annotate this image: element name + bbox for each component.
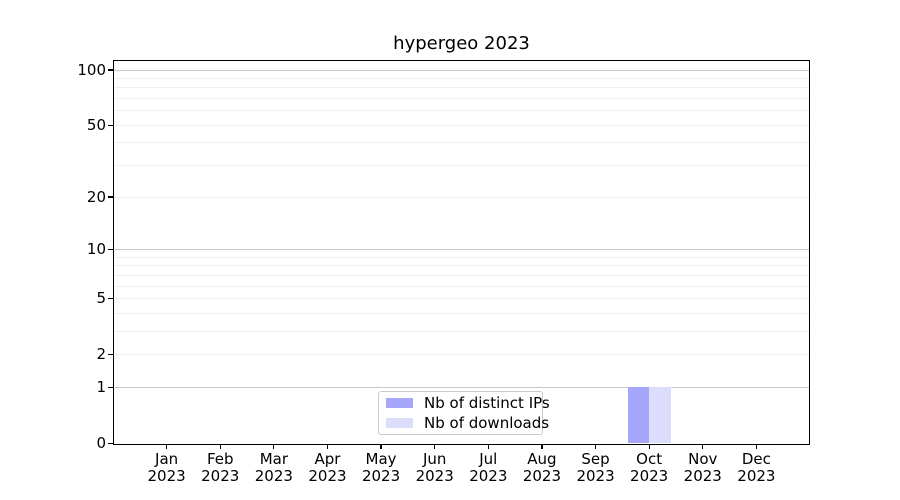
x-tick-label: Oct 2023 [617, 449, 681, 485]
x-tick-label: Dec 2023 [724, 449, 788, 485]
gridline-major [113, 386, 810, 388]
x-axis-tick [755, 444, 758, 450]
x-tick-label: Nov 2023 [671, 449, 735, 485]
x-tick-label-year: 2023 [576, 466, 615, 485]
y-axis-tick [108, 353, 113, 356]
gridline-minor [113, 124, 810, 126]
x-tick-label-month: Jul [479, 449, 498, 468]
x-tick-label-year: 2023 [308, 466, 347, 485]
x-tick-label: Jul 2023 [456, 449, 520, 485]
gridline-minor [113, 256, 810, 258]
y-tick-label: 5 [96, 288, 106, 307]
gridline-minor [113, 196, 810, 198]
y-tick-label: 2 [96, 345, 106, 364]
gridline-minor [113, 77, 810, 79]
x-tick-label: May 2023 [349, 449, 413, 485]
x-tick-label-month: Oct [636, 449, 663, 468]
x-tick-label-month: Jun [422, 449, 447, 468]
x-tick-label-year: 2023 [469, 466, 508, 485]
x-tick-label-month: Sep [581, 449, 610, 468]
gridline-minor [113, 354, 810, 356]
x-tick-label-year: 2023 [522, 466, 562, 485]
x-tick-label-year: 2023 [630, 466, 669, 485]
y-axis-tick [108, 124, 113, 126]
x-tick-label-year: 2023 [201, 466, 240, 485]
x-axis-tick [702, 444, 704, 450]
legend-row: Nb of distinct IPs [386, 395, 550, 411]
gridline-minor [113, 274, 810, 276]
y-axis-tick [108, 442, 113, 445]
x-axis-tick [219, 444, 221, 450]
y-tick-label: 50 [86, 115, 106, 134]
gridline-minor [113, 165, 810, 167]
y-tick-label: 1 [96, 377, 106, 396]
x-axis-tick [380, 444, 382, 450]
legend: Nb of distinct IPs Nb of downloads [378, 391, 550, 435]
gridline-major [113, 69, 810, 71]
x-axis-tick [594, 444, 597, 450]
legend-swatch-downloads [386, 418, 413, 428]
x-tick-label-year: 2023 [147, 466, 186, 485]
y-tick-label: 20 [86, 187, 106, 206]
y-axis-tick [108, 69, 113, 71]
gridline-minor [113, 142, 810, 144]
legend-label-distinct-ips: Nb of distinct IPs [424, 394, 550, 412]
gridline-minor [113, 312, 810, 314]
x-tick-label: Jun 2023 [403, 449, 467, 485]
x-tick-label: Feb 2023 [188, 449, 252, 485]
x-axis-tick [648, 444, 650, 450]
gridline-minor [113, 285, 810, 287]
x-tick-label-month: Apr [314, 449, 341, 468]
gridline-minor [113, 110, 810, 112]
x-axis-tick [487, 444, 489, 450]
x-tick-label: Apr 2023 [295, 449, 359, 485]
x-axis-tick [326, 444, 329, 450]
x-tick-label: Aug 2023 [510, 449, 574, 485]
gridline-major [113, 248, 810, 250]
gridline-minor [113, 297, 810, 299]
x-tick-label-year: 2023 [254, 466, 293, 485]
x-axis-tick [434, 444, 436, 450]
x-tick-label-month: Feb [206, 449, 234, 468]
x-tick-label-month: Jan [155, 449, 179, 468]
x-axis-tick [273, 444, 275, 450]
chart-title: hypergeo 2023 [393, 33, 530, 54]
x-tick-label-year: 2023 [737, 466, 776, 485]
x-tick-label: Jan 2023 [135, 449, 199, 485]
x-tick-label-year: 2023 [415, 466, 454, 485]
y-axis-tick [108, 196, 113, 198]
y-axis-tick [108, 248, 113, 251]
legend-row: Nb of downloads [386, 415, 549, 431]
x-axis-tick [541, 444, 543, 450]
x-tick-label-year: 2023 [361, 466, 401, 485]
x-tick-label-month: Dec [741, 449, 771, 468]
x-tick-label-year: 2023 [683, 466, 722, 485]
x-tick-label: Sep 2023 [564, 449, 628, 485]
y-axis-tick [108, 297, 113, 300]
gridline-minor [113, 98, 810, 100]
x-tick-label-month: Aug [527, 449, 557, 468]
legend-label-downloads: Nb of downloads [424, 414, 550, 432]
y-axis-tick [108, 386, 113, 389]
y-tick-label: 0 [96, 434, 106, 452]
x-tick-label: Mar 2023 [242, 449, 306, 485]
x-axis-tick [165, 444, 168, 450]
x-tick-label-month: May [365, 449, 397, 468]
x-tick-label-month: Mar [259, 449, 288, 468]
gridline-minor [113, 265, 810, 267]
bar-nb-of-distinct-ips [627, 387, 650, 444]
gridline-minor [113, 330, 810, 332]
bar-nb-of-downloads [649, 387, 671, 444]
y-tick-label: 100 [77, 60, 106, 79]
gridline-minor [113, 87, 810, 89]
legend-swatch-distinct-ips [386, 398, 413, 408]
x-tick-label-month: Nov [688, 449, 718, 468]
y-tick-label: 10 [86, 239, 106, 258]
